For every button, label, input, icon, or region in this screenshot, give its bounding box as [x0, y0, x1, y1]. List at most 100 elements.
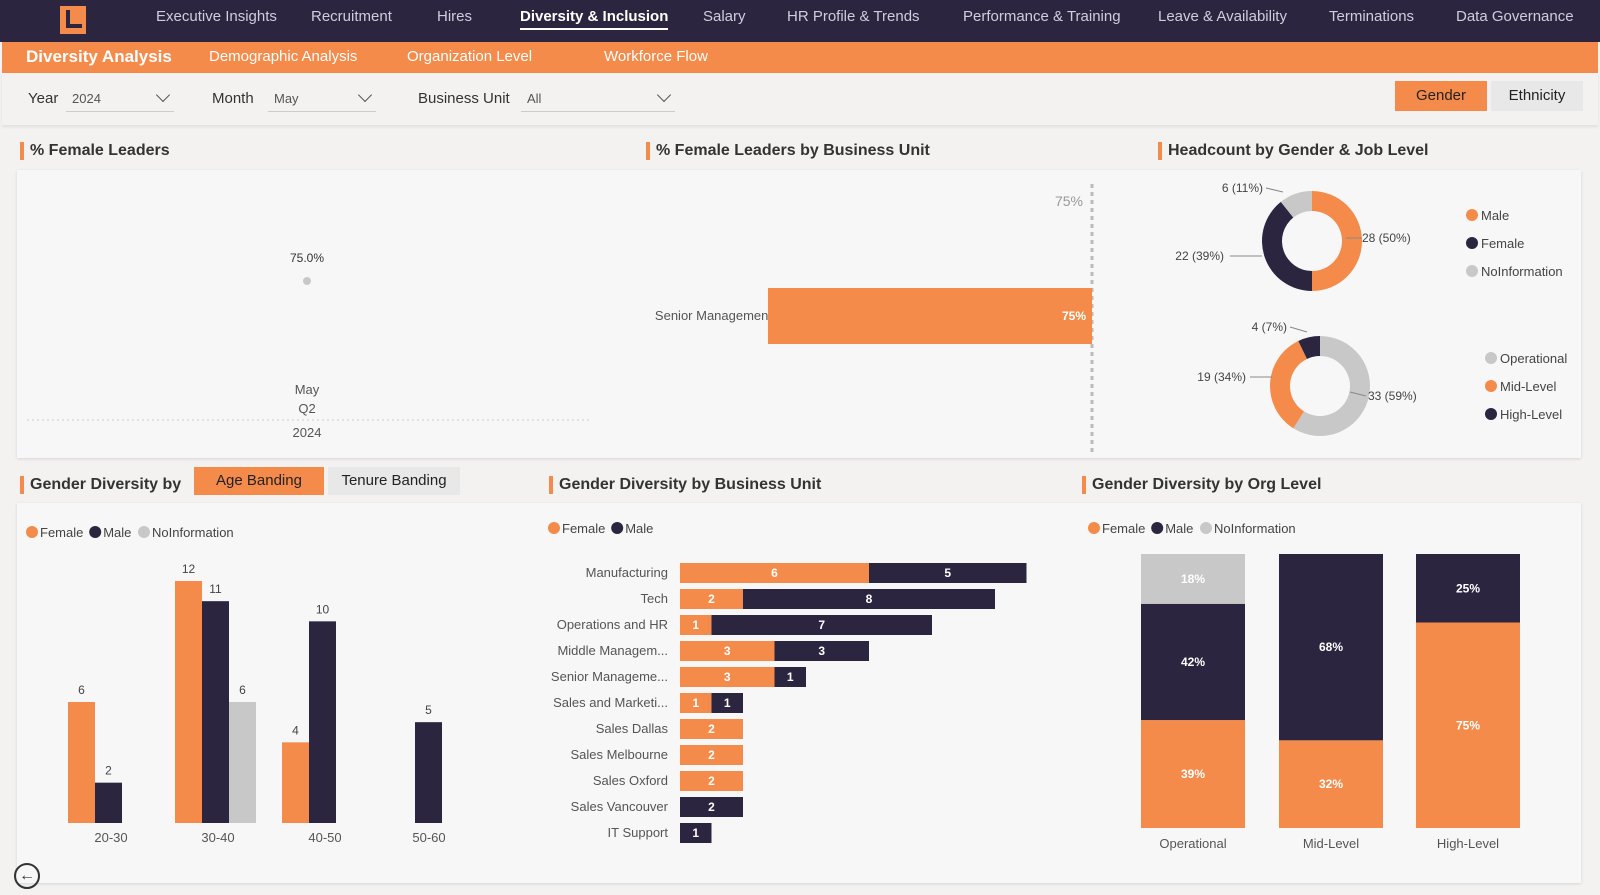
year-dropdown[interactable]: 2024	[66, 84, 174, 112]
nav-hr-profile-trends[interactable]: HR Profile & Trends	[787, 8, 920, 25]
org-bar-value-label: 39%	[1181, 767, 1205, 781]
bu-bar-value-label: 3	[724, 644, 731, 658]
nav-salary[interactable]: Salary	[703, 8, 746, 25]
age-bar-noinformation[interactable]	[229, 702, 256, 823]
job-level-donut-slice-high-level[interactable]	[1298, 336, 1320, 359]
bu-bar-value-label: 1	[692, 696, 699, 710]
ethnicity-toggle-button[interactable]: Ethnicity	[1491, 81, 1583, 111]
bu-bar-female[interactable]	[680, 693, 712, 713]
bu-bar-male[interactable]	[680, 823, 712, 843]
bu-category-label: Middle Managem...	[557, 643, 668, 658]
org-bar-female[interactable]	[1416, 622, 1520, 829]
org-bar-male[interactable]	[1279, 554, 1383, 741]
nav-hires[interactable]: Hires	[437, 8, 473, 25]
org-bar-value-label: 75%	[1456, 718, 1480, 732]
age-bar-value-label: 10	[316, 602, 330, 616]
org-bar-male[interactable]	[1141, 603, 1245, 721]
bu-bar-male[interactable]	[774, 641, 870, 661]
org-bar-male[interactable]	[1416, 554, 1520, 623]
nav-diversity-inclusion[interactable]: Diversity & Inclusion	[520, 8, 669, 30]
bu-category-label: IT Support	[608, 825, 669, 840]
bu-bar-value-label: 3	[724, 670, 731, 684]
month-dropdown[interactable]: May	[268, 84, 376, 112]
org-bar-female[interactable]	[1279, 740, 1383, 828]
nav-performance-training[interactable]: Performance & Training	[963, 8, 1121, 25]
age-bar-female[interactable]	[282, 742, 309, 823]
x-label-quarter: Q2	[298, 401, 315, 416]
org-bar-value-label: 25%	[1456, 581, 1480, 595]
org-category-label: Mid-Level	[1303, 836, 1359, 851]
bu-bar-female[interactable]	[680, 615, 712, 635]
age-bar-male[interactable]	[95, 782, 122, 823]
nav-terminations[interactable]: Terminations	[1329, 8, 1415, 25]
headcount-donuts: 28 (50%) 22 (39%) 6 (11%) Male Female NoInfor…	[1175, 181, 1567, 436]
nav-data-governance[interactable]: Data Governance	[1456, 8, 1574, 25]
age-bar-value-label: 6	[78, 683, 85, 697]
nav-leave-availability[interactable]: Leave & Availability	[1158, 8, 1287, 25]
org-bar-value-label: 68%	[1319, 640, 1343, 654]
bu-bar-female[interactable]	[680, 589, 743, 609]
subnav-workforce-flow[interactable]: Workforce Flow	[604, 48, 708, 65]
bu-category-label: Sales Dallas	[596, 721, 669, 736]
female-leaders-point	[303, 277, 311, 285]
org-bar-value-label: 32%	[1319, 777, 1343, 791]
age-bar-male[interactable]	[309, 621, 336, 823]
bu-category-label: Sales Oxford	[593, 773, 668, 788]
bu-bar-female[interactable]	[680, 641, 775, 661]
bu-bar-male[interactable]	[711, 693, 744, 713]
bu-bar-male[interactable]	[869, 563, 1027, 583]
back-arrow-icon[interactable]: ←	[14, 863, 40, 889]
gender-toggle-button[interactable]: Gender	[1395, 81, 1487, 111]
age-bar-male[interactable]	[202, 601, 229, 823]
age-bar-female[interactable]	[175, 581, 202, 823]
org-bar-noinformation[interactable]	[1141, 554, 1245, 604]
age-legend-label: Male	[103, 525, 131, 540]
bu-bar-male[interactable]	[711, 615, 933, 635]
age-legend-label: NoInformation	[152, 525, 234, 540]
age-bar-female[interactable]	[68, 702, 95, 823]
bar-senior-management[interactable]	[768, 288, 1092, 344]
sub-nav: Diversity Analysis Demographic Analysis …	[2, 42, 1598, 73]
bu-bar-female[interactable]	[680, 719, 743, 739]
nav-executive-insights[interactable]: Executive Insights	[156, 8, 277, 25]
subnav-organization-level[interactable]: Organization Level	[407, 48, 533, 65]
bar-value-label: 75%	[1062, 309, 1086, 323]
age-bar-value-label: 2	[105, 764, 112, 778]
org-bar-female[interactable]	[1141, 720, 1245, 828]
bu-bar-female[interactable]	[680, 667, 775, 687]
age-legend-dot	[26, 526, 38, 538]
bu-category-label: Sales and Marketi...	[553, 695, 668, 710]
nav-recruitment[interactable]: Recruitment	[311, 8, 392, 25]
bu-bar-value-label: 6	[771, 566, 778, 580]
bu-bar-male[interactable]	[774, 667, 807, 687]
business-unit-label: Business Unit	[418, 90, 510, 107]
org-legend-dot	[1200, 522, 1212, 534]
bu-bar-value-label: 5	[944, 566, 951, 580]
subnav-diversity-analysis[interactable]: Diversity Analysis	[26, 47, 172, 66]
gender-donut-slice-male[interactable]	[1312, 191, 1362, 291]
job-level-donut-legend-label: Mid-Level	[1500, 379, 1556, 394]
bu-bar-female[interactable]	[680, 745, 743, 765]
chevron-down-icon	[357, 87, 373, 103]
bu-category-label: Operations and HR	[557, 617, 668, 632]
gender-donut-slice-noinformation[interactable]	[1280, 191, 1312, 218]
org-category-label: High-Level	[1437, 836, 1499, 851]
business-unit-dropdown[interactable]: All	[521, 84, 675, 112]
gender-donut-slice-female[interactable]	[1262, 201, 1312, 291]
subnav-demographic-analysis[interactable]: Demographic Analysis	[209, 48, 358, 65]
female-leaders-bu-chart: 75% Senior Management 75%	[655, 184, 1094, 452]
chevron-down-icon	[656, 87, 672, 103]
tab-tenure-banding[interactable]: Tenure Banding	[328, 467, 460, 495]
tab-age-banding[interactable]: Age Banding	[194, 467, 324, 495]
bu-legend-dot	[611, 522, 624, 534]
bu-bar-male[interactable]	[680, 797, 743, 817]
headcount-title: Headcount by Gender & Job Level	[1158, 142, 1429, 160]
age-bar-male[interactable]	[415, 722, 442, 823]
job-level-donut-slice-mid-level[interactable]	[1270, 340, 1307, 429]
age-bar-value-label: 4	[292, 723, 299, 737]
bu-bar-female[interactable]	[680, 771, 743, 791]
app-logo	[60, 6, 86, 34]
bu-bar-female[interactable]	[680, 563, 869, 583]
bu-bar-male[interactable]	[743, 589, 995, 609]
job-level-donut-slice-operational[interactable]	[1293, 336, 1370, 436]
